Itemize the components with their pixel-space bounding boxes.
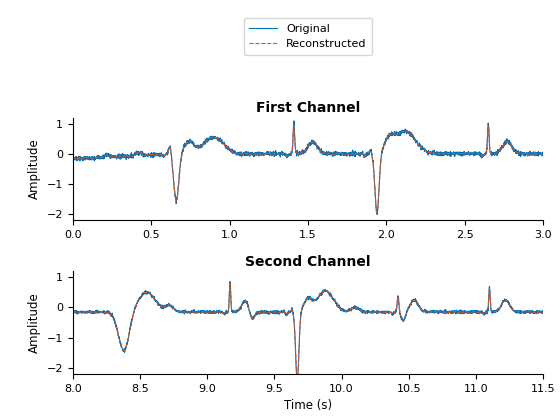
Reconstructed <box>270 150 277 155</box>
Original <box>270 150 277 155</box>
Title: Second Channel: Second Channel <box>245 255 371 269</box>
Original <box>69 153 76 158</box>
Original <box>123 155 130 160</box>
Line: Reconstructed: Reconstructed <box>73 126 543 213</box>
Y-axis label: Amplitude: Amplitude <box>28 139 41 199</box>
Original <box>291 118 297 123</box>
Reconstructed <box>540 151 547 156</box>
Reconstructed <box>374 210 380 215</box>
Title: First Channel: First Channel <box>256 101 360 115</box>
Original <box>540 150 547 155</box>
Original <box>531 152 538 158</box>
Reconstructed <box>531 152 538 157</box>
X-axis label: Time (s): Time (s) <box>284 399 332 412</box>
Original <box>374 212 381 217</box>
Original <box>480 152 487 157</box>
Y-axis label: Amplitude: Amplitude <box>28 292 41 353</box>
Line: Original: Original <box>73 121 543 214</box>
Original <box>250 152 256 157</box>
Reconstructed <box>69 155 76 160</box>
Reconstructed <box>480 152 487 158</box>
Reconstructed <box>123 155 130 160</box>
Reconstructed <box>250 152 256 157</box>
Legend: Original, Reconstructed: Original, Reconstructed <box>244 18 372 55</box>
Original <box>151 154 158 159</box>
Reconstructed <box>291 123 297 128</box>
Reconstructed <box>151 153 158 158</box>
